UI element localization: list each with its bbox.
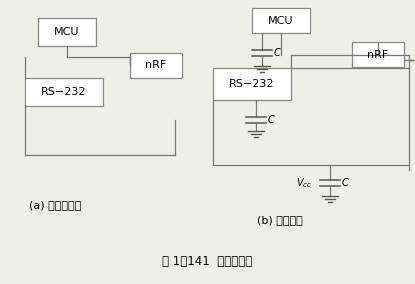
Bar (352, 42, 404, 67)
Text: C: C (342, 178, 349, 188)
Text: C: C (274, 48, 281, 58)
Bar (213, 68, 291, 100)
Text: RS−232: RS−232 (41, 87, 87, 97)
Bar (38, 18, 96, 46)
Text: (a) 不正确布线: (a) 不正确布线 (29, 200, 81, 210)
Bar (130, 53, 182, 78)
Text: nRF: nRF (367, 49, 388, 60)
Text: nRF: nRF (145, 60, 167, 70)
Bar (25, 78, 103, 106)
Text: MCU: MCU (268, 16, 294, 26)
Text: $V_{cc}$: $V_{cc}$ (296, 176, 312, 190)
Text: MCU: MCU (54, 27, 80, 37)
Text: RS−232: RS−232 (229, 79, 275, 89)
Text: C: C (268, 115, 275, 125)
Text: 图 1－141  布线示意图: 图 1－141 布线示意图 (162, 255, 252, 268)
Bar (252, 8, 310, 33)
Text: (b) 星形布线: (b) 星形布线 (257, 215, 303, 225)
